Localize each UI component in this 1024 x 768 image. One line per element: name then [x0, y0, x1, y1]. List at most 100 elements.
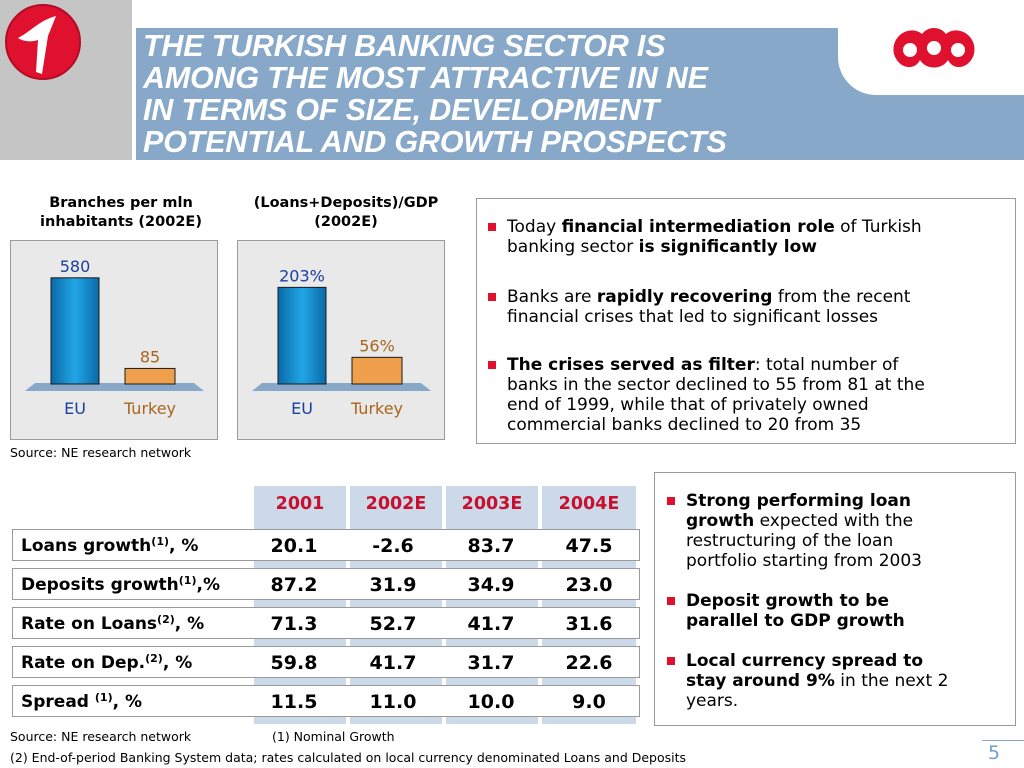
bullet-line: parallel to GDP growth: [686, 611, 1006, 631]
page-number-rule: [982, 740, 1024, 741]
bullet-line: growth expected with the: [686, 511, 1006, 531]
bullet-text-bold: Strong performing loan: [686, 491, 911, 511]
table-column-bg: [350, 486, 442, 724]
bullet-text: Banks are: [507, 287, 597, 307]
table-row: [12, 568, 640, 600]
bar-eu: [277, 286, 327, 385]
row-label-text: Rate on Dep.: [21, 653, 146, 673]
footnote-2: (2) End-of-period Banking System data; r…: [10, 750, 687, 765]
table-cell: 71.3: [270, 613, 318, 635]
bullet-text-bold: financial intermediation role: [561, 217, 835, 237]
bullet-item: Local currency spread to stay around 9% …: [667, 651, 1006, 711]
bullet-text: Today: [507, 217, 562, 237]
row-label-text: Deposits growth: [21, 575, 179, 595]
table-cell: 47.5: [565, 535, 613, 557]
bullet-line: Deposit growth to be: [686, 591, 1006, 611]
title-line: POTENTIAL AND GROWTH PROSPECTS: [143, 125, 727, 159]
chart-1-panel: 580 EU 85 Turkey: [10, 240, 218, 440]
table-row-label: Rate on Dep.(2), %: [21, 652, 192, 673]
bullet-item: Deposit growth to be parallel to GDP gro…: [667, 591, 1006, 631]
title-line: IN TERMS OF SIZE, DEVELOPMENT: [143, 93, 660, 127]
table-row: [12, 529, 640, 561]
bar-turkey: [351, 356, 403, 385]
bullet-text-bold: Local currency spread to: [686, 651, 924, 671]
bullet-box-bottom: [654, 472, 1016, 726]
row-label-footnote: (1): [94, 691, 113, 704]
table-cell: 41.7: [467, 613, 515, 635]
table-cell: -2.6: [372, 535, 414, 557]
table-cell: 11.0: [369, 691, 417, 713]
chart-2-plot: 203% EU 56% Turkey: [252, 266, 431, 418]
table-header-year: 2001: [275, 494, 325, 514]
bullet-line: restructuring of the loan: [686, 531, 894, 551]
table-cell: 31.9: [369, 574, 417, 596]
bullet-line: portfolio starting from 2003: [686, 551, 922, 571]
red-swoosh-logo: [5, 4, 81, 80]
row-label-footnote: (2): [157, 613, 175, 626]
bullet-text-bold: growth: [686, 511, 755, 531]
row-label-footnote: (1): [178, 574, 197, 587]
chart-1-title-line: Branches per mln: [49, 195, 193, 211]
row-label-unit: , %: [174, 614, 205, 634]
table-row-label: Deposits growth(1),%: [21, 574, 220, 595]
row-label-text: Spread: [21, 692, 95, 712]
table-header-year: 2004E: [558, 494, 620, 514]
bullet-line: Banks are rapidly recovering from the re…: [507, 287, 1007, 307]
bullet-line: banking sector is significantly low: [507, 237, 1007, 257]
bar-eu: [50, 277, 100, 385]
bullet-marker: [667, 657, 675, 665]
chart-2-panel: 203% EU 56% Turkey: [237, 240, 445, 440]
title-line: THE TURKISH BANKING SECTOR IS: [143, 29, 666, 63]
bullet-item: Strong performing loan growth expected w…: [667, 491, 1006, 571]
table-cell: 52.7: [369, 613, 417, 635]
row-label-text: Rate on Loans: [21, 614, 158, 634]
bullet-item: The crises served as filter: total numbe…: [488, 355, 1007, 435]
table-cell: 23.0: [565, 574, 613, 596]
chart-2-title-line: (2002E): [314, 214, 378, 230]
table-cell: 10.0: [467, 691, 515, 713]
table-cell: 20.1: [270, 535, 318, 557]
table-row-label: Spread (1), %: [21, 691, 142, 712]
chart-1-title-line: inhabitants (2002E): [40, 214, 202, 230]
table-header-year: 2003E: [461, 494, 523, 514]
table-column-bg: [542, 486, 636, 724]
chart-floor: [252, 383, 431, 391]
table-column-bg: [446, 486, 538, 724]
table-row: [12, 607, 640, 639]
bullet-line: Strong performing loan: [686, 491, 1006, 511]
category-label: Turkey: [123, 399, 176, 418]
bar-value-label: 580: [60, 257, 91, 276]
row-label-unit: , %: [112, 692, 143, 712]
row-label-footnote: (1): [151, 535, 170, 548]
table-header-year: 2002E: [365, 494, 427, 514]
bullet-text: : total number of: [754, 355, 899, 375]
bullet-box-top: [476, 198, 1016, 444]
bullet-line: Today financial intermediation role of T…: [507, 217, 1007, 237]
table-row: [12, 685, 640, 717]
table-cell: 11.5: [270, 691, 318, 713]
bullet-line: commercial banks declined to 20 from 35: [507, 415, 862, 435]
bullet-marker: [667, 497, 675, 505]
bullet-text-bold: rapidly recovering: [596, 287, 773, 307]
category-label: EU: [64, 399, 86, 418]
row-label-text: Loans growth: [21, 536, 152, 556]
source-note-top: Source: NE research network: [10, 445, 192, 460]
bullet-line: stay around 9% in the next 2: [686, 671, 1006, 691]
bullet-text: of Turkish: [834, 217, 922, 237]
bullet-marker: [488, 223, 496, 231]
category-label: EU: [291, 399, 313, 418]
bullet-marker: [488, 293, 496, 301]
bar-value-label: 203%: [279, 266, 325, 285]
bar-value-label: 85: [140, 347, 160, 366]
row-label-unit: , %: [162, 653, 193, 673]
bar-value-label: 56%: [359, 336, 395, 355]
table-cell: 83.7: [467, 535, 515, 557]
bullet-text: banking sector: [507, 237, 639, 257]
table-cell: 87.2: [270, 574, 318, 596]
bullet-line: banks in the sector declined to 55 from …: [507, 375, 925, 395]
chart-floor: [25, 383, 204, 391]
bullet-text-bold: parallel to GDP growth: [686, 611, 905, 631]
page-number: 5: [988, 742, 1001, 764]
bullet-line: years.: [686, 691, 739, 711]
table-row-label: Rate on Loans(2), %: [21, 613, 204, 634]
